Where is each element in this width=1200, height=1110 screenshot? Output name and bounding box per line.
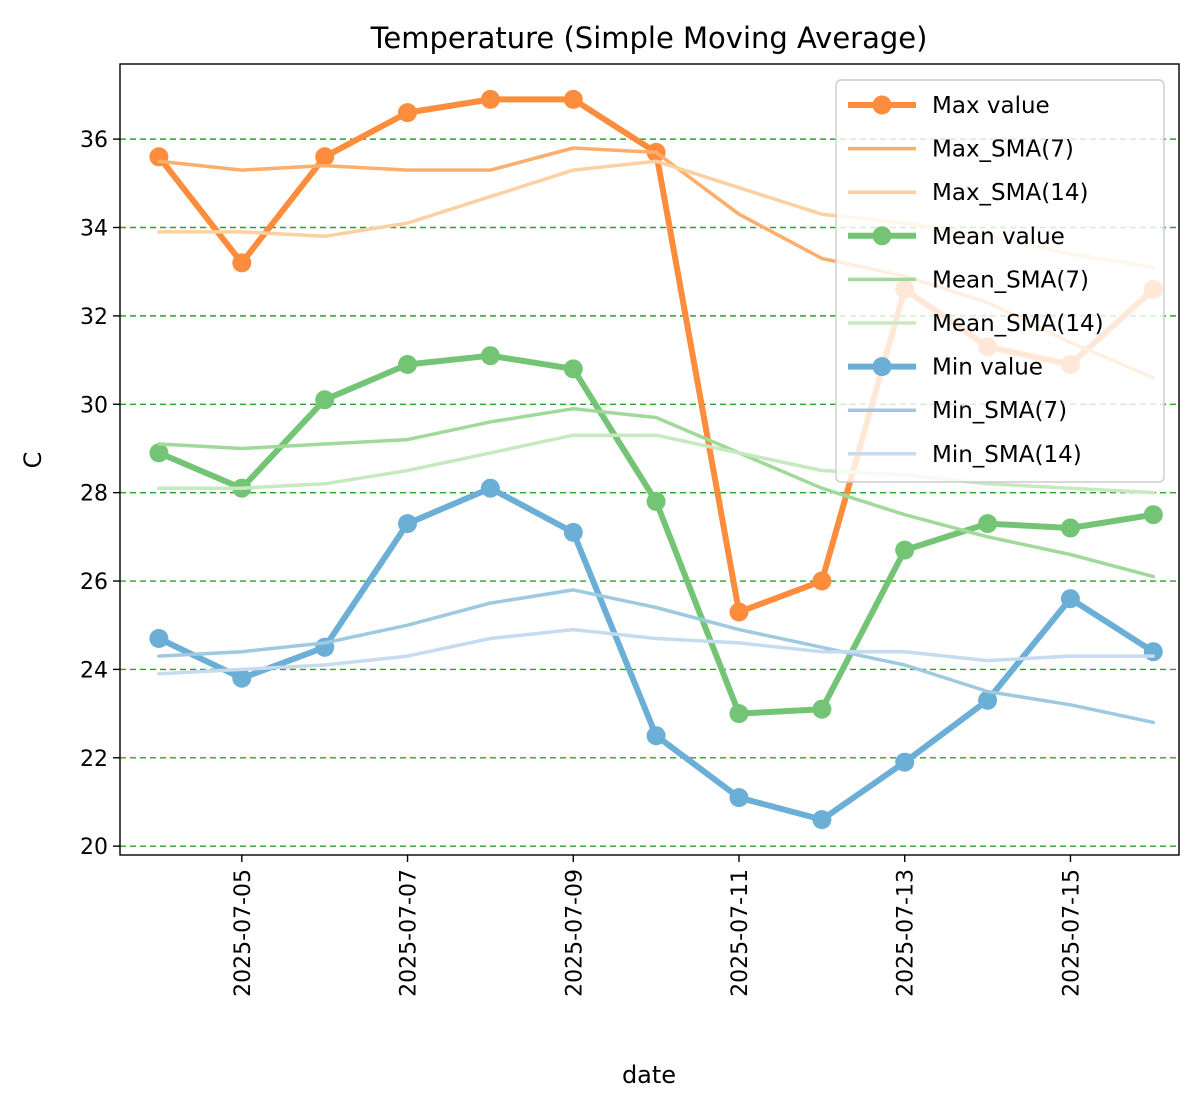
legend-label: Min value [932,355,1043,381]
data-point [315,390,335,410]
y-tick-label: 34 [80,217,108,242]
legend-marker [872,226,892,246]
data-point [646,492,666,511]
x-tick-label: 2025-07-15 [1059,869,1084,997]
series-line [157,433,1156,495]
data-point [149,443,169,463]
series-line [157,627,1156,676]
legend-label: Min_SMA(7) [932,398,1067,424]
data-point [1143,642,1163,662]
x-tick-label: 2025-07-09 [562,869,587,997]
data-point [978,514,998,534]
legend-box [835,79,1165,483]
series-line [155,485,1157,823]
chart-title: Temperature (Simple Moving Average) [370,21,928,55]
data-point [232,253,252,273]
y-tick-label: 32 [80,305,108,330]
data-point [563,89,583,109]
legend-label: Mean value [932,224,1065,250]
series-line [157,406,1156,579]
data-point [398,355,417,374]
legend-label: Max value [932,93,1050,119]
data-point [398,514,417,534]
data-point [812,699,832,719]
series-min-value [149,478,1163,830]
x-tick-label: 2025-07-07 [397,869,422,997]
data-point [398,103,417,123]
data-point [480,89,500,109]
legend-label: Mean_SMA(7) [932,267,1089,293]
y-tick-label: 26 [80,570,108,595]
y-tick-label: 28 [80,482,108,507]
series-line [157,588,1156,725]
x-tick-label: 2025-07-05 [231,869,256,997]
legend-label: Mean_SMA(14) [932,311,1104,337]
legend-label: Min_SMA(14) [932,442,1082,468]
data-point [812,810,832,830]
data-point [1060,589,1080,609]
legend: Max value Max_SMA(7) Max_SMA(14) Mean value… [835,79,1165,483]
legend-marker [872,357,892,377]
data-point [232,668,252,688]
data-point [149,629,169,648]
x-axis-label: date [622,1061,676,1089]
data-point [729,704,749,724]
data-point [895,752,915,772]
y-axis-label: C [19,452,47,469]
legend-marker [872,95,892,115]
series-min-sma-14 [157,627,1156,676]
data-point [563,522,583,542]
y-tick-label: 20 [80,835,108,860]
legend-label: Max_SMA(7) [932,137,1074,163]
y-tick-label: 22 [80,747,108,772]
legend-label: Max_SMA(14) [932,180,1088,206]
y-tick-label: 30 [80,393,108,418]
data-point [729,602,749,622]
data-point [1060,518,1080,538]
data-point [480,346,500,366]
plot-frame [119,63,1180,856]
y-tick-label: 36 [80,128,108,153]
data-point [729,788,749,808]
data-point [1143,505,1163,525]
data-point [895,540,915,560]
y-axis: 20 22 24 26 28 30 32 34 36 [80,128,120,860]
data-point [563,359,583,379]
data-point [812,571,832,591]
data-point [315,147,335,167]
data-point [978,690,998,710]
x-tick-label: 2025-07-13 [894,869,919,997]
y-tick-label: 24 [80,658,108,683]
x-axis: 2025-07-05 2025-07-07 2025-07-09 2025-07-11… [231,855,1084,997]
series-mean-sma-14 [157,433,1156,495]
data-point [480,478,500,498]
series-mean-sma-7 [157,406,1156,579]
x-tick-label: 2025-07-11 [728,869,753,997]
data-point [646,726,666,746]
series-min-sma-7 [157,588,1156,725]
